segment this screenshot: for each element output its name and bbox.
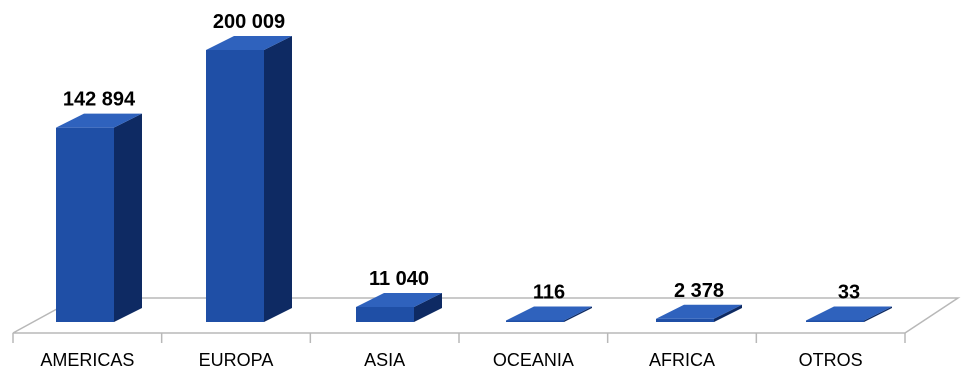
bar-front-face	[506, 320, 564, 322]
bar-front-face	[356, 306, 414, 322]
bar-side-face	[114, 113, 142, 322]
bar-asia	[356, 292, 442, 322]
data-label: 33	[838, 282, 860, 304]
bars-group	[56, 36, 892, 322]
x-tick-label: AFRICA	[649, 350, 715, 370]
x-tick-label: EUROPA	[199, 350, 274, 370]
bar-side-face	[564, 306, 592, 322]
bar-side-face	[414, 292, 442, 322]
data-labels-group: 142 894 200 009 11 040 116 2 378 33	[63, 11, 860, 304]
data-label: 11 040	[369, 268, 429, 290]
x-tick-label: OCEANIA	[493, 350, 574, 370]
data-label: 142 894	[63, 89, 136, 111]
data-label: 200 009	[213, 11, 285, 33]
x-tick-label: AMERICAS	[40, 350, 134, 370]
data-label: 116	[533, 282, 565, 304]
bar-front-face	[206, 50, 264, 322]
bar-front-face	[56, 127, 114, 322]
bar-europa	[206, 36, 292, 322]
bar-americas	[56, 113, 142, 322]
bar-top-face	[806, 306, 892, 321]
data-label: 2 378	[674, 280, 724, 302]
bar-top-face	[656, 304, 742, 319]
bar-side-face	[714, 304, 742, 322]
bar-top-face	[506, 306, 592, 321]
bar-side-face	[864, 306, 892, 322]
x-axis-ticks-group: AMERICAS EUROPA ASIA OCEANIA AFRICA OTROS	[40, 350, 862, 370]
x-tick-label: OTROS	[799, 350, 863, 370]
bar-top-face	[356, 292, 442, 307]
bar-top-face	[56, 113, 142, 128]
bar-side-face	[264, 36, 292, 322]
bar-africa	[656, 304, 742, 322]
x-tick-label: ASIA	[364, 350, 405, 370]
bar-oceania	[506, 306, 592, 322]
bar-front-face	[656, 318, 714, 322]
bar-otros	[806, 306, 892, 322]
bar-front-face	[806, 320, 864, 322]
bar-top-face	[206, 36, 292, 50]
